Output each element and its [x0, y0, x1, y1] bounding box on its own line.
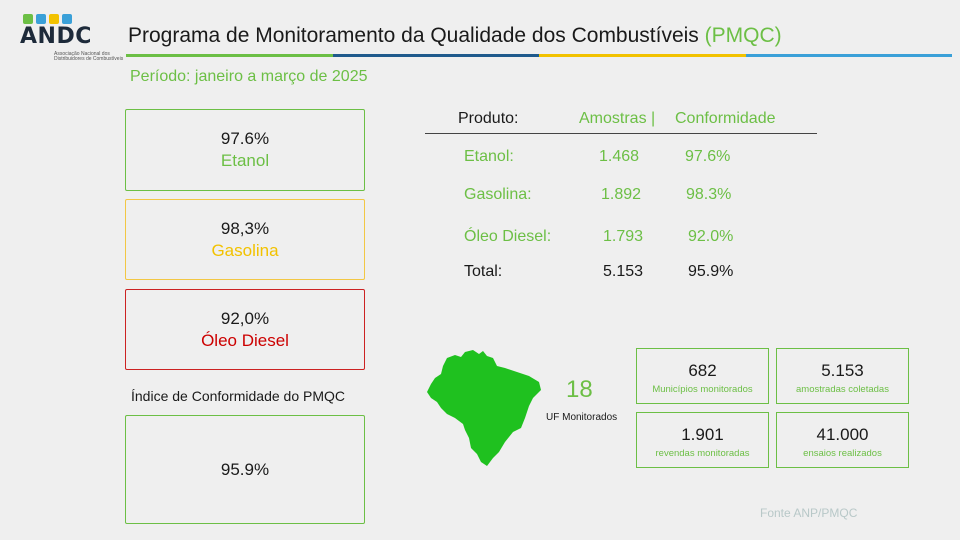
stat-value: 5.153	[821, 361, 864, 380]
stat-amostras: 5.153 amostradas coletadas	[776, 348, 909, 404]
card-percent: 98,3%	[220, 219, 270, 238]
table-cell-conformity: 97.6%	[685, 148, 731, 165]
table-cell-conformity: 92.0%	[688, 228, 734, 245]
fuel-drop-icon	[23, 14, 33, 24]
table-cell-samples: 1.793	[603, 228, 644, 245]
drop-icon	[62, 14, 72, 24]
card-product: Gasolina	[211, 241, 279, 260]
source-note: Fonte ANP/PMQC	[760, 506, 858, 520]
logo-wordmark: ANDC	[20, 24, 92, 49]
page-title: Programa de Monitoramento da Qualidade d…	[128, 24, 782, 48]
brazil-shape	[427, 350, 541, 466]
card-product: Etanol	[220, 151, 270, 170]
table-cell-product: Etanol:	[464, 148, 514, 165]
card-oleo-diesel: 92,0% Óleo Diesel	[125, 289, 365, 370]
table-header-samples: Amostras |	[579, 110, 656, 127]
brazil-map-icon	[427, 350, 541, 466]
table-header-conformity: Conformidade	[675, 110, 776, 127]
table-total-conformity: 95.9%	[688, 263, 734, 280]
stat-label: Municípios monitorados	[652, 384, 753, 395]
title-text: Programa de Monitoramento da Qualidade d…	[128, 24, 699, 47]
card-index: 95.9%	[125, 415, 365, 524]
divider-segment	[332, 54, 539, 57]
index-label: Índice de Conformidade do PMQC	[131, 388, 345, 404]
stat-value: 41.000	[816, 425, 869, 444]
table-total-label: Total:	[464, 263, 503, 280]
stat-revendas: 1.901 revendas monitoradas	[636, 412, 769, 468]
table-cell-product: Óleo Diesel:	[464, 228, 552, 245]
logo-subtitle: Associação Nacional dos Distribuidores d…	[54, 51, 124, 63]
divider-segment	[539, 54, 746, 57]
title-divider	[126, 54, 952, 57]
andc-logo: ANDC Associação Nacional dos Distribuido…	[20, 14, 123, 70]
gear-icon	[49, 14, 59, 24]
period-label: Período: janeiro a março de 2025	[130, 68, 368, 85]
card-gasolina: 98,3% Gasolina	[125, 199, 365, 280]
card-etanol: 97.6% Etanol	[125, 109, 365, 191]
table-cell-samples: 1.892	[601, 186, 642, 203]
title-accent: (PMQC)	[704, 24, 782, 47]
stat-label: ensaios realizados	[803, 448, 882, 459]
stat-value: 1.901	[681, 425, 724, 444]
stat-ensaios: 41.000 ensaios realizados	[776, 412, 909, 468]
uf-label: UF Monitorados	[546, 412, 618, 423]
card-percent: 97.6%	[220, 129, 270, 148]
uf-count: 18	[566, 376, 593, 403]
table-header-rule	[425, 133, 817, 134]
stat-label: amostradas coletadas	[796, 384, 889, 395]
index-value: 95.9%	[220, 460, 270, 479]
table-total-samples: 5.153	[603, 263, 644, 280]
divider-segment	[126, 54, 333, 57]
stat-value: 682	[688, 361, 717, 380]
table-header-product: Produto:	[458, 110, 519, 127]
table-cell-samples: 1.468	[599, 148, 640, 165]
divider-segment	[745, 54, 952, 57]
logo-icons	[23, 14, 120, 24]
stat-municipios: 682 Municípios monitorados	[636, 348, 769, 404]
table-cell-conformity: 98.3%	[686, 186, 732, 203]
card-percent: 92,0%	[220, 309, 270, 328]
table-cell-product: Gasolina:	[464, 186, 532, 203]
leaf-icon	[36, 14, 46, 24]
card-product: Óleo Diesel	[201, 331, 289, 350]
stat-label: revendas monitoradas	[655, 448, 750, 459]
